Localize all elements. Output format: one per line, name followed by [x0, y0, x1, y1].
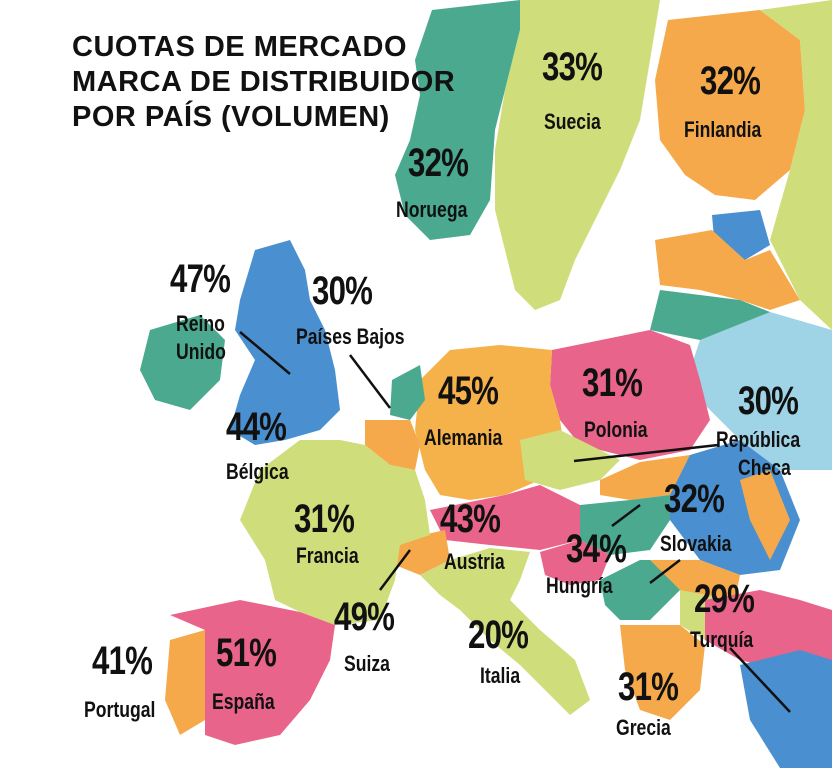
leader-line-paises-bajos: [349, 354, 391, 409]
value-austria: 43%: [440, 497, 501, 541]
leader-line-republica-checa: [573, 443, 719, 463]
region-suecia: [495, 0, 660, 310]
label-grecia: Grecia: [616, 715, 671, 740]
value-suecia: 33%: [542, 45, 603, 89]
region-hungria: [580, 495, 670, 555]
region-espana: [170, 600, 335, 745]
region-bálticos-naranja: [655, 230, 800, 310]
region-finlandia: [655, 10, 805, 200]
title-line-3: POR PAÍS (VOLUMEN): [72, 101, 390, 133]
value-polonia: 31%: [582, 361, 643, 405]
title-line-2: MARCA DE DISTRIBUIDOR: [72, 66, 456, 98]
value-reino-unido: 47%: [170, 257, 231, 301]
region-austria: [430, 485, 580, 550]
value-finlandia: 32%: [700, 59, 761, 103]
label-reino-unido-1: Reino: [176, 311, 225, 336]
value-alemania: 45%: [438, 369, 499, 413]
region-francia: [240, 440, 430, 625]
leader-line-hungria: [649, 559, 681, 584]
region-moldavia: [740, 470, 790, 560]
value-espana: 51%: [216, 631, 277, 675]
label-suecia: Suecia: [544, 109, 601, 134]
value-paises-bajos: 30%: [312, 269, 373, 313]
value-hungria: 34%: [566, 527, 627, 571]
region-polonia: [550, 330, 710, 460]
region-este-celeste: [690, 312, 832, 470]
label-alemania: Alemania: [424, 425, 503, 450]
label-suiza: Suiza: [344, 651, 390, 676]
region-portugal: [165, 630, 210, 735]
region-balcanes: [540, 540, 610, 585]
value-belgica: 44%: [226, 405, 287, 449]
value-republica-checa: 30%: [738, 379, 799, 423]
region-republica-checa: [520, 430, 620, 490]
label-hungria: Hungría: [546, 573, 613, 598]
label-turquia: Turquía: [690, 627, 754, 652]
value-turquia: 29%: [694, 577, 755, 621]
label-portugal: Portugal: [84, 697, 156, 722]
label-paises-bajos: Países Bajos: [296, 324, 405, 349]
label-slovakia: Slovakia: [660, 531, 732, 556]
label-austria: Austria: [444, 549, 505, 574]
region-noruega: [395, 0, 520, 240]
label-espana: España: [212, 689, 275, 714]
region-rusia-norte: [760, 0, 832, 330]
value-grecia: 31%: [618, 665, 679, 709]
leader-line-turquia: [729, 647, 791, 713]
leader-line-slovakia: [611, 504, 641, 527]
value-noruega: 32%: [408, 141, 469, 185]
region-reino-unido: [230, 240, 340, 445]
label-polonia: Polonia: [584, 417, 648, 442]
label-noruega: Noruega: [396, 197, 468, 222]
value-suiza: 49%: [334, 595, 395, 639]
label-finlandia: Finlandia: [684, 117, 762, 142]
value-francia: 31%: [294, 497, 355, 541]
value-portugal: 41%: [92, 639, 153, 683]
label-republica-checa-2: Checa: [738, 455, 791, 480]
title-line-1: CUOTAS DE MERCADO: [72, 31, 408, 63]
leader-line-suiza: [379, 549, 411, 591]
leader-line-reino-unido: [239, 331, 291, 375]
value-slovakia: 32%: [664, 477, 725, 521]
label-belgica: Bélgica: [226, 459, 289, 484]
value-italia: 20%: [468, 613, 529, 657]
region-grecia: [620, 625, 705, 720]
region-belgica: [365, 420, 420, 470]
label-francia: Francia: [296, 543, 359, 568]
label-republica-checa-1: República: [716, 427, 801, 452]
label-italia: Italia: [480, 663, 521, 688]
region-italia: [420, 548, 590, 715]
label-reino-unido-2: Unido: [176, 339, 226, 364]
region-irlanda: [140, 315, 225, 410]
region-paises-bajos: [390, 365, 425, 420]
region-turquia: [705, 590, 832, 670]
map-title: CUOTAS DE MERCADO MARCA DE DISTRIBUIDOR …: [72, 30, 455, 135]
